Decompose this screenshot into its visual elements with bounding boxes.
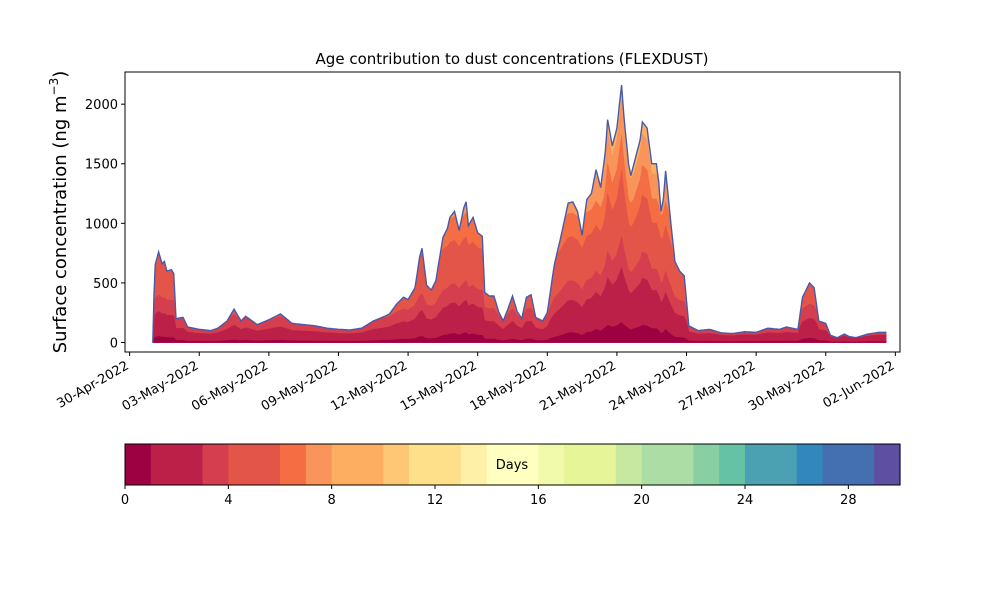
x-tick-label: 15-May-2022	[398, 358, 480, 414]
colorbar-tick-label: 4	[224, 493, 232, 508]
age-layer-day-15-16	[152, 85, 887, 343]
age-layer-day-6-7	[152, 135, 887, 343]
colorbar-ticks: 0 4 8 12 16 20 24 28	[121, 485, 857, 508]
age-layer-day-19-20	[152, 85, 887, 343]
colorbar-segment-day-20	[641, 444, 669, 485]
colorbar-segment-day-26	[796, 444, 824, 485]
colorbar-segment-day-18	[590, 444, 617, 485]
colorbar-segment-day-17	[564, 444, 591, 485]
colorbar-tick-label: 0	[121, 493, 129, 508]
colorbar-segment-day-8	[331, 444, 359, 485]
age-layer-day-28-29	[152, 85, 887, 343]
y-axis-label-main: Surface concentration (ng m	[50, 95, 71, 353]
colorbar-segment-day-15	[512, 444, 539, 485]
x-tick-label: 09-May-2022	[259, 358, 341, 414]
stacked-area-layers	[152, 85, 887, 343]
age-layer-day-18-19	[152, 85, 887, 343]
age-layer-day-3-4	[152, 236, 887, 343]
age-layer-day-11-12	[152, 85, 887, 343]
plot-frame	[124, 71, 901, 353]
age-layer-day-24-25	[152, 85, 887, 343]
colorbar-segment-day-22	[693, 444, 720, 485]
colorbar-frame	[124, 443, 901, 486]
age-layer-day-12-13	[152, 85, 887, 343]
colorbar-segment-day-16	[538, 444, 565, 485]
x-axis-ticks: 30-Apr-202203-May-202206-May-202209-May-…	[55, 352, 898, 414]
colorbar-segment-day-2	[176, 444, 204, 485]
colorbar-segment-day-23	[719, 444, 746, 485]
colorbar-tick-label: 16	[530, 493, 547, 508]
colorbar-segment-day-3	[202, 444, 229, 485]
colorbar-segment-day-29	[874, 444, 901, 485]
colorbar-segment-day-5	[254, 444, 281, 485]
colorbar-segment-day-4	[228, 444, 255, 485]
colorbar	[125, 444, 901, 485]
colorbar-segment-day-28	[848, 444, 875, 485]
colorbar-tick-label: 20	[633, 493, 650, 508]
age-layer-day-13-14	[152, 85, 887, 343]
colorbar-segment-day-12	[435, 444, 462, 485]
colorbar-segment-day-6	[280, 444, 307, 485]
chart-title: Age contribution to dust concentrations …	[316, 50, 709, 68]
colorbar-segment-day-7	[305, 444, 333, 485]
age-layer-day-29-30	[152, 85, 887, 343]
age-layer-day-26-27	[152, 85, 887, 343]
x-tick-label: 24-May-2022	[607, 358, 689, 414]
y-axis-label-sup: −3	[47, 78, 61, 96]
age-layer-day-0-1	[152, 322, 887, 343]
y-tick-label: 500	[93, 277, 118, 292]
y-tick-label: 1500	[85, 158, 118, 173]
colorbar-segment-day-14	[486, 444, 514, 485]
colorbar-segment-day-27	[822, 444, 849, 485]
colorbar-segment-day-10	[383, 444, 410, 485]
colorbar-segment-day-9	[357, 444, 384, 485]
colorbar-segment-day-19	[615, 444, 643, 485]
x-tick-label: 12-May-2022	[328, 358, 410, 414]
x-tick-label: 06-May-2022	[189, 358, 271, 414]
age-layer-day-7-8	[152, 99, 887, 343]
age-layer-day-27-28	[152, 85, 887, 343]
colorbar-segment-day-1	[150, 444, 178, 485]
colorbar-segment-day-0	[125, 444, 152, 485]
colorbar-tick-label: 8	[328, 493, 336, 508]
age-layer-day-8-9	[152, 85, 887, 343]
age-layer-day-20-21	[152, 85, 887, 343]
colorbar-segment-day-24	[745, 444, 772, 485]
colorbar-segment-day-13	[460, 444, 488, 485]
y-tick-label: 0	[110, 336, 118, 351]
age-layer-day-17-18	[152, 85, 887, 343]
y-tick-label: 2000	[85, 98, 118, 113]
colorbar-label: Days	[496, 458, 529, 473]
colorbar-tick-label: 12	[427, 493, 444, 508]
age-layer-day-16-17	[152, 85, 887, 343]
x-tick-label: 30-May-2022	[746, 358, 828, 414]
age-layer-day-1-2	[152, 295, 887, 343]
age-layer-day-22-23	[152, 85, 887, 343]
total-concentration-line	[152, 85, 887, 343]
age-layer-day-25-26	[152, 85, 887, 343]
y-tick-label: 1000	[85, 217, 118, 232]
x-tick-label: 27-May-2022	[676, 358, 758, 414]
colorbar-tick-label: 28	[840, 493, 857, 508]
colorbar-tick-label: 24	[737, 493, 754, 508]
y-axis-label-close: )	[50, 71, 71, 78]
colorbar-segment-day-25	[770, 444, 798, 485]
age-layer-day-14-15	[152, 85, 887, 343]
age-layer-day-21-22	[152, 85, 887, 343]
x-tick-label: 02-Jun-2022	[821, 358, 898, 411]
age-layer-day-10-11	[152, 85, 887, 343]
age-layer-day-23-24	[152, 85, 887, 343]
y-axis-label: Surface concentration (ng m−3)	[47, 71, 71, 354]
y-axis-ticks: 0 500 1000 1500 2000	[85, 98, 125, 351]
colorbar-segment-day-21	[667, 444, 694, 485]
colorbar-segment-day-11	[409, 444, 436, 485]
age-layer-day-9-10	[152, 85, 887, 343]
x-tick-label: 03-May-2022	[120, 358, 202, 414]
x-tick-label: 21-May-2022	[537, 358, 619, 414]
x-tick-label: 18-May-2022	[468, 358, 550, 414]
